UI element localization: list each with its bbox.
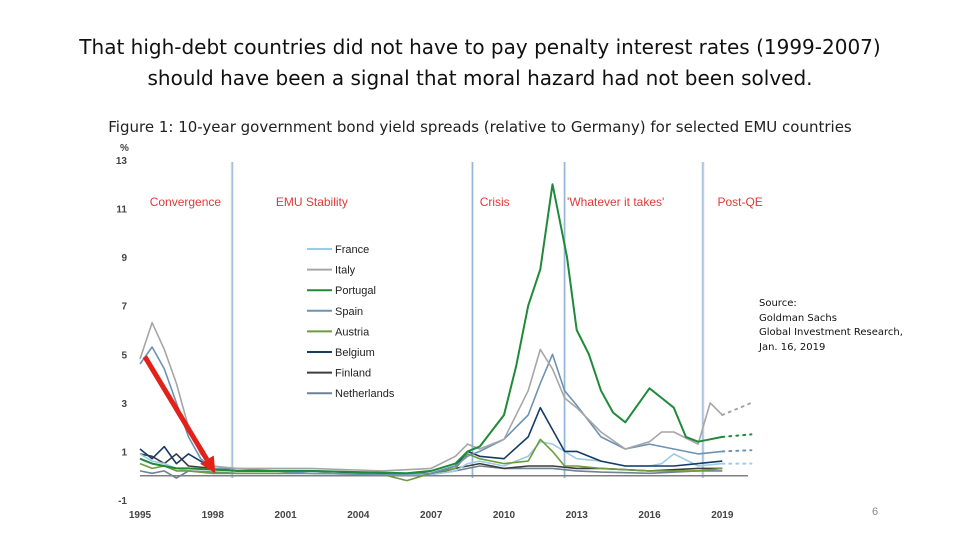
y-tick-label: 3 (121, 399, 127, 410)
legend-label: Austria (335, 326, 370, 338)
slide-title-line-1: That high-debt countries did not have to… (79, 35, 881, 59)
period-label: Post-QE (717, 195, 762, 209)
y-tick-label: 9 (121, 253, 127, 264)
x-tick-label: 2010 (493, 510, 516, 521)
legend-label: Finland (335, 368, 371, 380)
series-line-spain (139, 346, 723, 476)
x-tick-label: 2004 (347, 510, 370, 521)
legend-label: Spain (335, 306, 363, 318)
source-line: Goldman Sachs (759, 312, 837, 324)
x-tick-label: 2007 (420, 510, 443, 521)
y-tick-label: 7 (121, 302, 127, 313)
x-tick-label: 2001 (274, 510, 297, 521)
series-lines (139, 183, 753, 482)
y-tick-label: 1 (121, 447, 127, 458)
slide-title: That high-debt countries did not have to… (20, 32, 940, 94)
period-separators: Convergence EMU Stability Crisis 'Whatever … (150, 162, 763, 478)
x-tick-label: 2019 (711, 510, 734, 521)
x-tick-label: 1998 (202, 510, 225, 521)
source-line: Global Investment Research, (759, 327, 903, 338)
source-note: Source: Goldman Sachs Global Investment … (759, 297, 903, 355)
period-label: Crisis (480, 195, 510, 209)
legend-label: Netherlands (335, 388, 395, 400)
y-tick-label: -1 (118, 496, 127, 507)
period-label: 'Whatever it takes' (567, 195, 664, 209)
arrow-head (200, 455, 216, 474)
series-forecast-portugal (721, 433, 753, 438)
arrow-shaft (142, 355, 210, 461)
series-line-italy (139, 321, 723, 472)
x-axis: 1995 1998 2001 2004 2007 2010 2013 2016 2019 (129, 474, 748, 521)
page-number: 6 (872, 506, 879, 518)
series-line-portugal (139, 183, 723, 475)
series-line-belgium (139, 406, 723, 475)
y-tick-label: 11 (116, 205, 127, 216)
x-tick-label: 2013 (566, 510, 589, 521)
figure-caption: Figure 1: 10-year government bond yield … (108, 118, 852, 136)
y-tick-label: 5 (121, 350, 127, 361)
series-forecast-italy (721, 401, 753, 416)
legend-label: France (335, 244, 369, 256)
source-line: Source: (759, 298, 797, 309)
period-label: Convergence (150, 195, 222, 209)
y-tick-label: 13 (116, 156, 128, 167)
x-tick-label: 2016 (638, 510, 661, 521)
legend: France Italy Portugal Spain Austria Belgium Fi… (307, 244, 395, 400)
annotation-arrow (142, 355, 216, 474)
slide-title-line-2: should have been a signal that moral haz… (147, 66, 813, 90)
y-axis-unit-label: % (120, 143, 129, 154)
legend-label: Portugal (335, 285, 376, 297)
series-forecast-spain (721, 449, 753, 453)
legend-label: Belgium (335, 347, 375, 359)
legend-label: Italy (335, 265, 356, 277)
source-line: Jan. 16, 2019 (759, 341, 826, 353)
period-label: EMU Stability (276, 195, 348, 209)
x-tick-label: 1995 (129, 510, 152, 521)
